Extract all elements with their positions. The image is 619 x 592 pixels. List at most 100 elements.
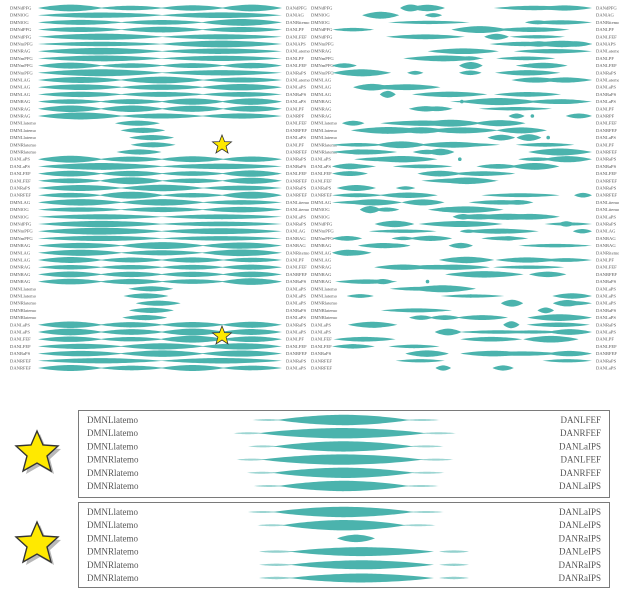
row-label-right: DANLaPS [596,135,616,140]
band-segment [409,4,445,12]
band-segment [38,199,124,206]
row-label-right: DANRPF [286,114,305,119]
band-segment [160,171,225,176]
row-label-left: DMNdPFG [311,34,333,39]
band-segment [38,336,103,342]
band-segment [123,293,169,299]
band-segment [503,321,520,329]
band-segment [99,264,164,270]
row-label-right: DANLFEF [286,63,307,68]
band-segment [417,264,491,270]
band-dot [530,114,535,118]
band-segment [38,19,124,25]
row-label-left: DANLaPS [10,164,30,169]
row-label-right: DANLaPS [596,366,616,371]
band-segment [38,41,164,47]
band-segment [555,301,592,306]
band-segment [424,13,443,18]
row-label-left: DMNRlatemo [10,315,37,320]
band-segment [354,157,410,162]
row-label-left: DMNlOG [10,207,29,212]
band-segment [405,350,449,357]
band-segment [565,113,592,119]
band-segment [160,214,282,220]
band-segment [459,229,478,233]
inset-band [418,458,454,461]
star-icon [211,133,233,160]
inset-band [404,419,440,421]
band-segment [540,258,592,262]
band-segment [120,127,166,133]
band-segment [412,149,442,155]
band-segment [476,164,520,169]
band-segment [99,278,164,285]
inset-row-label-right: DANLaIPS [559,481,601,491]
band-segment [346,294,374,298]
band-segment [160,271,225,278]
row-label-left: DMNdPFG [10,27,32,32]
inset-band [420,432,456,435]
band-segment [38,178,103,184]
band-segment [434,328,462,336]
row-label-right: DANLaPS [596,286,616,291]
inset-row-label-left: DMNLlatemo [87,520,138,530]
row-label-left: DANLaPS [10,157,30,162]
row-label-left: DMNlOG [311,13,330,18]
band-segment [508,113,525,119]
band-segment [160,358,282,364]
band-segment [427,48,499,55]
band-segment [38,249,124,256]
band-segment [99,63,164,68]
inset-band [248,445,279,448]
band-segment [332,164,377,169]
row-label-right: DANRitemo [596,20,619,25]
row-label-left: DMNdPFG [311,222,333,227]
row-label-left: DMNLlatemo [10,121,37,126]
band-segment [160,236,282,241]
band-dot [457,157,462,161]
band-segment [332,193,384,198]
row-label-left: DMNRlatemo [10,142,37,147]
band-segment [129,135,175,141]
row-label-left: DMNmPFG [311,236,334,241]
row-label-left: DMNRlatemo [311,150,338,155]
band-segment [119,113,205,119]
band-segment [38,242,124,249]
band-segment [99,99,164,105]
row-label-right: DANLFEF [286,265,307,270]
inset-row-label-left: DMNRlatemo [87,547,139,557]
inset-row-label-right: DANLFEF [560,455,601,465]
band-segment [200,206,282,213]
band-segment [160,163,282,170]
band-segment [119,76,205,84]
inset-band [272,506,414,518]
band-segment [547,329,592,335]
row-label-right: DANRFEF [596,150,617,155]
row-label-right: DANLatemo [286,49,310,54]
inset-row-label-left: DMNRlatemo [87,455,139,465]
row-label-right: DANLaPS [286,330,306,335]
band-segment [332,63,357,68]
row-label-left: DMNdPFG [10,6,32,11]
band-segment [516,134,542,141]
row-label-left: DANRaPS [10,351,31,356]
band-segment [160,335,225,343]
row-label-left: DMNRlatemo [10,150,37,155]
band-segment [200,242,282,249]
inset-band [409,471,445,474]
row-label-left: DANLFEF [10,337,31,342]
row-label-left: DMNdPFG [311,6,333,11]
band-segment [500,299,524,307]
row-label-right: DANLAG [596,229,616,234]
row-label-right: DANLatemo [596,49,619,54]
band-segment [572,228,592,234]
row-label-left: DANRFEF [10,193,31,198]
row-label-left: DMNRAG [10,272,31,277]
row-label-left: DANLaPS [10,322,30,327]
row-label-left: DANLaPS [311,330,331,335]
band-segment [160,178,225,184]
inset-row-label-left: DMNRlatemo [87,573,139,583]
band-segment [160,264,225,270]
band-segment [392,164,453,169]
row-label-right: DANLatemo [596,78,619,83]
